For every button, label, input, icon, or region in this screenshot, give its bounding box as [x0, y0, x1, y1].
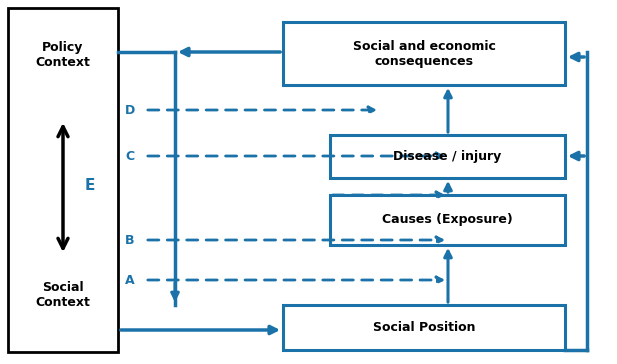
Text: Social Position: Social Position — [373, 321, 475, 334]
Text: A: A — [125, 273, 135, 286]
Text: D: D — [125, 103, 135, 116]
Text: Policy
Context: Policy Context — [36, 41, 91, 69]
Bar — [283, 305, 565, 350]
Bar — [8, 8, 118, 352]
Text: Causes (Exposure): Causes (Exposure) — [382, 214, 513, 226]
Text: E: E — [85, 178, 95, 193]
Text: B: B — [125, 233, 135, 246]
Text: Social and economic
consequences: Social and economic consequences — [352, 40, 495, 67]
Bar — [330, 195, 565, 245]
Text: C: C — [125, 150, 135, 162]
Bar — [283, 22, 565, 85]
Text: Social
Context: Social Context — [36, 281, 91, 309]
Text: Disease / injury: Disease / injury — [394, 150, 502, 163]
Bar — [330, 135, 565, 178]
